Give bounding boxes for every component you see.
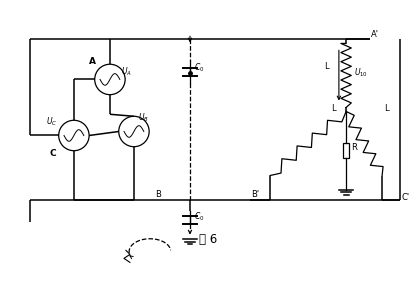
Text: 图 6: 图 6 (199, 233, 217, 246)
Text: $C_0$: $C_0$ (194, 62, 204, 74)
Text: A: A (89, 57, 96, 66)
Text: $C_0$: $C_0$ (194, 211, 204, 223)
Text: B': B' (251, 190, 259, 199)
Text: L: L (384, 104, 389, 113)
Text: $U_{10}$: $U_{10}$ (354, 66, 368, 79)
Bar (343, 144, 349, 158)
Text: B: B (155, 190, 161, 199)
Text: L: L (324, 62, 329, 72)
Text: $U_A$: $U_A$ (121, 66, 131, 78)
Text: A': A' (371, 30, 379, 39)
Text: C': C' (401, 193, 409, 202)
Text: $U_C$: $U_C$ (46, 115, 57, 128)
Text: $U_B$: $U_B$ (138, 111, 149, 124)
Text: C: C (50, 148, 57, 158)
Text: L: L (331, 104, 336, 113)
Text: R: R (351, 144, 357, 152)
